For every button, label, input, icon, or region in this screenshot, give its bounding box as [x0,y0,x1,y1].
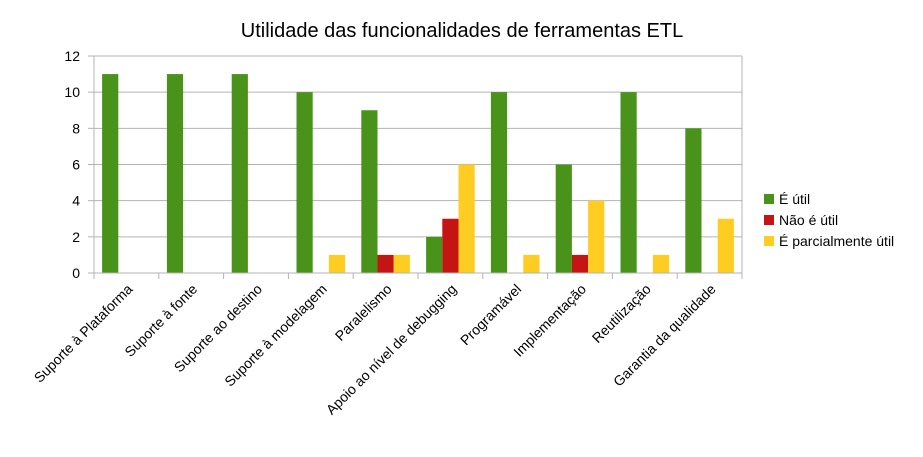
legend-swatch [764,215,774,225]
y-tick-label: 0 [72,265,80,281]
y-tick-label: 10 [64,84,80,100]
legend-swatch [764,236,774,246]
y-tick-label: 4 [72,193,80,209]
x-tick-label: Reutilização [589,281,654,346]
bar [620,92,637,274]
legend-label: É parcialmente útil [779,233,894,249]
x-tick-label: Suporte à Plataforma [31,281,136,386]
grid-lines [94,55,742,274]
y-tick-label: 12 [64,48,80,64]
bars [102,74,734,274]
bar [328,254,346,273]
bar [442,218,459,273]
y-axis-ticks: 0 2 4 6 8 10 12 [64,48,94,281]
bar [231,74,248,273]
bar [393,254,410,273]
bar [102,74,119,273]
legend-label: É útil [779,191,810,207]
bar [296,92,313,274]
bar [523,254,540,273]
legend-swatch [764,194,774,204]
legend: É útil Não é útil É parcialmente útil [764,191,894,249]
y-tick-label: 8 [72,120,80,136]
legend-label: Não é útil [779,212,838,228]
bar [717,218,734,273]
bar [426,236,443,273]
bar [685,128,702,273]
bar [588,200,605,273]
bar [571,254,589,273]
bar [361,110,378,273]
y-tick-label: 2 [72,229,80,245]
bar [490,92,508,274]
bar [652,254,670,273]
bar [555,164,572,273]
x-tick-label: Programável [457,281,524,348]
bar [458,164,475,273]
x-tick-label: Apoio ao nível de debugging [323,281,460,418]
y-tick-label: 6 [72,157,80,173]
chart-title: Utilidade das funcionalidades de ferrame… [241,20,683,42]
x-tick-label: Paralelismo [332,281,395,344]
bar [377,254,394,273]
bar [166,74,184,273]
